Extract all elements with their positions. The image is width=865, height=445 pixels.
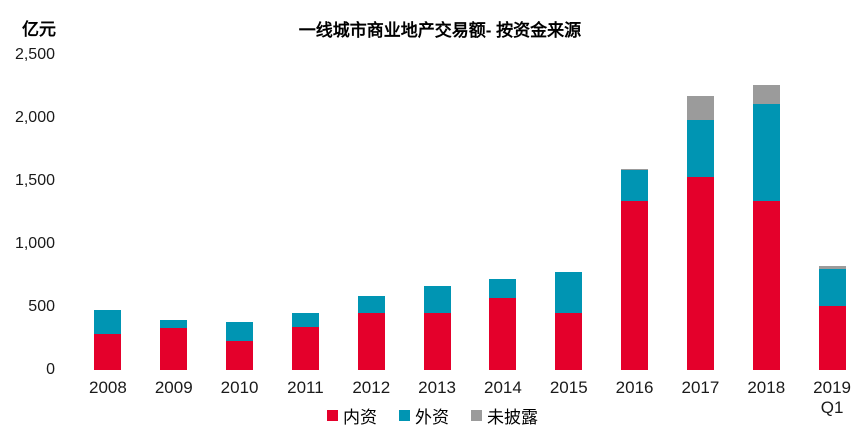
chart-title: 一线城市商业地产交易额- 按资金来源 — [298, 21, 582, 40]
x-tick-label: 2019 Q1 — [813, 378, 851, 418]
bar-segment-内资-2012 — [357, 313, 385, 370]
legend-label: 内资 — [343, 408, 377, 427]
legend-swatch-icon — [399, 410, 410, 421]
x-tick-label: 2011 — [287, 378, 324, 397]
x-tick-label: 2013 — [418, 378, 456, 397]
x-tick-label: 2008 — [88, 378, 127, 397]
bar-segment-外资-2011 — [291, 313, 319, 328]
legend-item-未披露: 未披露 — [471, 403, 538, 428]
bar-segment-内资-2008 — [94, 334, 122, 370]
x-tick-label: 2012 — [352, 378, 391, 397]
bar-segment-外资-2019Q1 — [818, 269, 846, 306]
bar-segment-内资-2017 — [686, 176, 714, 370]
legend: 内资 外资 未披露 — [0, 403, 865, 428]
bar-segment-内资-2015 — [555, 312, 583, 370]
bar-segment-内资-2019Q1 — [818, 305, 846, 370]
legend-item-外资: 外资 — [399, 403, 449, 428]
plot-area — [75, 55, 865, 370]
bar-segment-外资-2014 — [489, 278, 517, 298]
y-tick-label: 2,000 — [14, 109, 55, 126]
y-tick-label: 1,000 — [14, 235, 55, 252]
legend-swatch-icon — [327, 410, 338, 421]
y-tick-label: 0 — [46, 361, 55, 378]
bar-segment-内资-2010 — [226, 341, 254, 370]
bar-segment-外资-2015 — [555, 271, 583, 313]
bar-segment-外资-2010 — [226, 321, 254, 342]
x-tick-label: 2017 — [681, 378, 720, 397]
legend-label: 外资 — [415, 408, 449, 427]
bar-segment-外资-2013 — [423, 286, 451, 313]
legend-item-内资: 内资 — [327, 403, 377, 428]
y-axis-unit-label: 亿元 — [22, 20, 56, 39]
legend-label: 未披露 — [487, 408, 538, 427]
bar-segment-外资-2008 — [94, 309, 122, 335]
bar-segment-外资-2012 — [357, 295, 385, 314]
y-tick-label: 2,500 — [14, 46, 55, 63]
bar-segment-内资-2016 — [621, 200, 649, 370]
bar-segment-外资-2016 — [621, 170, 649, 201]
y-tick-label: 1,500 — [14, 172, 55, 189]
x-tick-label: 2015 — [549, 378, 588, 397]
bar-segment-外资-2018 — [752, 103, 780, 201]
bar-segment-内资-2018 — [752, 200, 780, 370]
x-tick-label: 2018 — [747, 378, 786, 397]
x-axis: 2008 2009 2010 2011 2012 2013 2014 2015 2016 2017… — [75, 378, 865, 422]
bar-segment-内资-2013 — [423, 312, 451, 370]
bar-segment-未披露-2017 — [686, 95, 714, 120]
bar-segment-未披露-2019Q1 — [818, 266, 846, 270]
bar-segment-内资-2014 — [489, 297, 517, 370]
y-tick-label: 500 — [28, 298, 55, 315]
x-tick-label: 2014 — [483, 378, 522, 397]
bar-segment-外资-2017 — [686, 119, 714, 177]
legend-swatch-icon — [471, 410, 482, 421]
y-axis: 0 500 1,000 1,500 2,000 2,500 — [0, 46, 55, 378]
x-tick-label: 2010 — [220, 378, 259, 397]
bar-segment-外资-2009 — [160, 320, 188, 329]
bar-segment-未披露-2018 — [752, 85, 780, 104]
x-tick-label: 2009 — [154, 378, 193, 397]
bar-segment-内资-2009 — [160, 328, 188, 370]
x-tick-label: 2016 — [615, 378, 654, 397]
bar-segment-未披露-2016 — [621, 169, 649, 171]
bar-segment-内资-2011 — [291, 327, 319, 370]
